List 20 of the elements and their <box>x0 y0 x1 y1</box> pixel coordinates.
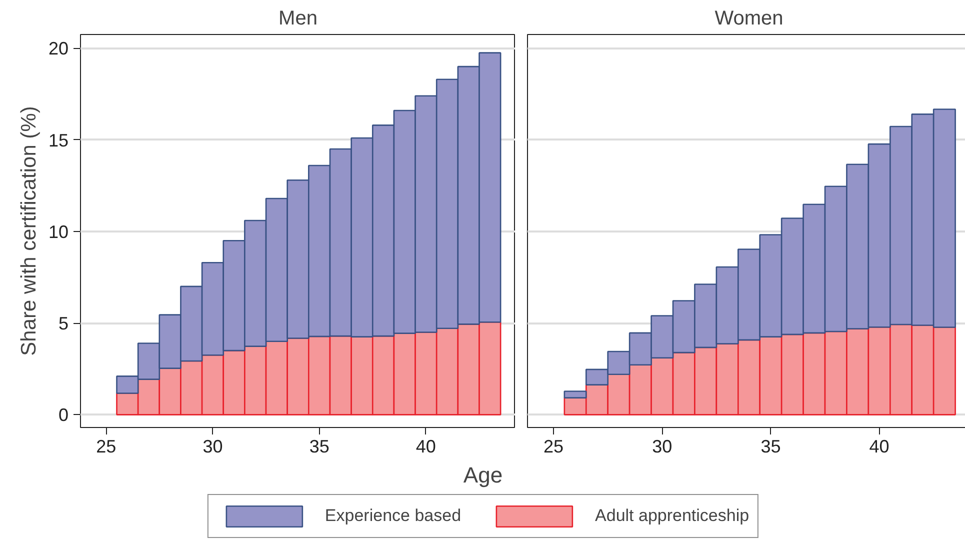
x-tick-label: 35 <box>760 436 781 456</box>
legend-label: Adult apprenticeship <box>595 506 750 526</box>
x-tick-label: 30 <box>202 436 223 456</box>
bar <box>564 390 587 398</box>
x-tick-label: 35 <box>309 436 330 456</box>
y-tick-label: 15 <box>48 130 69 150</box>
y-tick-label: 10 <box>48 222 69 242</box>
y-tick-label: 0 <box>58 405 69 426</box>
x-tick-label: 30 <box>652 436 672 456</box>
x-tick-label: 25 <box>96 436 116 456</box>
x-axis-title: Age <box>463 462 503 488</box>
legend-label: Experience based <box>324 506 462 526</box>
chart-title: Men <box>278 8 318 30</box>
y-axis-title: Share with certification (%) <box>17 106 40 356</box>
y-tick-label: 5 <box>58 314 69 334</box>
x-tick-label: 25 <box>544 436 564 456</box>
y-tick-label: 20 <box>48 38 69 59</box>
chart-title: Women <box>714 8 784 30</box>
x-tick-label: 40 <box>869 436 890 456</box>
x-tick-label: 40 <box>416 436 436 456</box>
